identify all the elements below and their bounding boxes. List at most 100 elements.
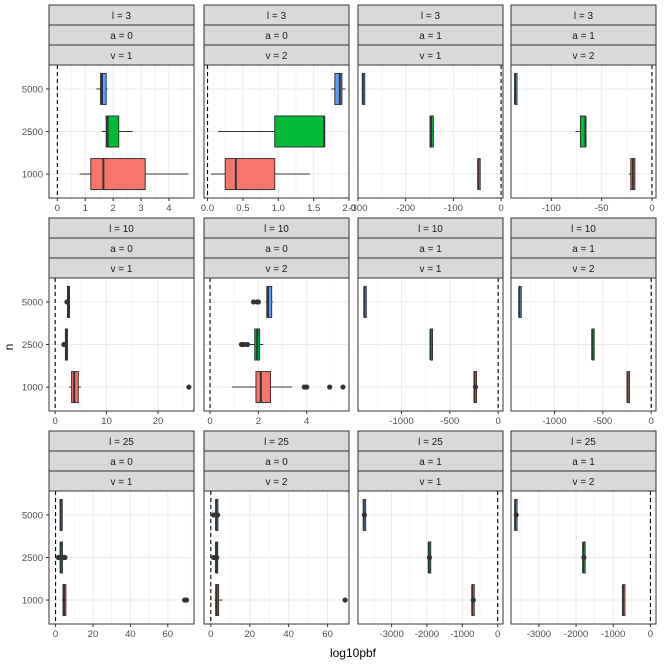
facet-strip-label: v = 2 (266, 477, 288, 488)
facet-strip-label: v = 1 (420, 51, 442, 62)
x-tick-label: -1000 (542, 416, 566, 427)
x-tick-label: 0.0 (201, 203, 214, 214)
x-tick-label: 0 (498, 203, 503, 214)
x-tick-label: -500 (440, 416, 459, 427)
y-axis-label: n (2, 344, 16, 351)
x-tick-label: 40 (125, 629, 136, 640)
facet-strip-label: a = 1 (572, 244, 595, 255)
outlier-point (214, 554, 220, 561)
box-body (274, 115, 325, 148)
x-tick-label: -1000 (601, 629, 625, 640)
facet-strip-label: a = 0 (265, 31, 288, 42)
outlier-point (183, 597, 190, 603)
facet-strip-label: a = 0 (110, 457, 133, 468)
x-tick-label: 60 (163, 629, 174, 640)
facet-panel: l = 10 a = 0 v = 1 0 10 20 5000 2500 1000 (22, 217, 195, 427)
x-tick-label: 20 (153, 416, 164, 427)
x-tick-label: 4 (304, 416, 309, 427)
x-tick-label: -3000 (527, 629, 551, 640)
outlier-point (361, 512, 367, 518)
panel-border (357, 277, 504, 412)
x-tick-label: 3 (138, 203, 143, 214)
box-body (334, 72, 343, 105)
facet-strip-label: a = 1 (419, 244, 442, 255)
x-tick-label: 60 (322, 629, 333, 640)
outlier-point (304, 384, 310, 390)
outlier-point (581, 554, 587, 561)
x-tick-label: 0 (649, 203, 654, 214)
x-tick-label: 0 (496, 416, 501, 427)
facet-panel: l = 3 a = 0 v = 1 0 1 2 3 4 5000 2500 1000 (22, 4, 195, 214)
x-tick-label: 4 (166, 203, 171, 214)
x-tick-label: -1000 (389, 416, 413, 427)
facet-strip-label: l = 10 (418, 224, 443, 235)
facet-strip-label: v = 1 (420, 477, 442, 488)
x-tick-label: -100 (542, 203, 561, 214)
x-tick-label: 0 (55, 203, 60, 214)
y-tick-label: 2500 (22, 127, 43, 138)
x-tick-label: 40 (283, 629, 294, 640)
outlier-point (255, 299, 261, 305)
panel-border (203, 64, 350, 199)
y-tick-label: 2500 (22, 553, 43, 564)
x-tick-label: 0 (53, 629, 58, 640)
box-body (100, 72, 107, 105)
outlier-point (513, 512, 519, 518)
x-tick-label: -1000 (450, 629, 474, 640)
x-tick-label: 0 (495, 629, 500, 640)
facet-strip-label: a = 0 (265, 244, 288, 255)
facet-strip-label: l = 25 (109, 437, 134, 448)
outlier-point (470, 597, 476, 603)
x-tick-label: -2000 (564, 629, 588, 640)
outlier-point (340, 384, 346, 390)
outlier-point (62, 554, 68, 561)
box-body (266, 285, 273, 318)
outlier-point (215, 512, 221, 518)
facet-strip-label: a = 0 (110, 244, 133, 255)
facet-strip-label: v = 2 (266, 264, 288, 275)
x-axis-label: log10pbf (330, 646, 377, 660)
facet-strip-label: l = 10 (264, 224, 289, 235)
facet-strip-label: v = 1 (111, 477, 133, 488)
panel-border (510, 490, 657, 625)
x-tick-label: -500 (593, 416, 612, 427)
panel-border (357, 490, 504, 625)
facet-panel: l = 10 a = 1 v = 1 -1000 -500 0 (357, 217, 504, 427)
facet-panel: l = 3 a = 0 v = 2 0.0 0.5 1.0 1.5 2.0 (201, 4, 356, 214)
y-tick-label: 1000 (22, 170, 43, 181)
outlier-point (342, 597, 348, 603)
y-tick-label: 5000 (22, 297, 43, 308)
facet-strip-label: v = 2 (573, 264, 595, 275)
x-tick-label: 0 (207, 416, 212, 427)
panel-border (357, 64, 504, 199)
facet-strip-label: l = 25 (264, 437, 289, 448)
x-tick-label: 10 (101, 416, 112, 427)
y-tick-label: 1000 (22, 596, 43, 607)
facet-panel: l = 10 a = 1 v = 2 -1000 -500 0 (510, 217, 657, 427)
facet-panel: l = 3 a = 1 v = 1 -300 -200 -100 0 (348, 4, 504, 214)
facet-panel: l = 3 a = 1 v = 2 -100 -50 0 (510, 4, 657, 214)
facet-strip-label: a = 1 (419, 457, 442, 468)
outlier-point (186, 384, 192, 390)
outlier-point (327, 384, 333, 390)
facet-strip-label: v = 2 (573, 477, 595, 488)
x-tick-label: 1.0 (272, 203, 285, 214)
x-tick-label: 1 (83, 203, 88, 214)
x-tick-label: -2000 (415, 629, 439, 640)
x-tick-label: 20 (244, 629, 255, 640)
outlier-point (64, 299, 70, 305)
panel-border (510, 277, 657, 412)
x-tick-label: -3000 (379, 629, 403, 640)
box-body (224, 158, 276, 191)
x-tick-label: -50 (595, 203, 609, 214)
facet-strip-label: a = 1 (419, 31, 442, 42)
outlier-point (55, 554, 61, 561)
outlier-point (426, 554, 433, 561)
x-tick-label: -300 (348, 203, 367, 214)
outlier-point (211, 512, 217, 518)
facet-strip-label: l = 10 (571, 224, 596, 235)
x-tick-label: 20 (88, 629, 99, 640)
box-body (105, 115, 120, 148)
x-tick-label: 0.5 (236, 203, 249, 214)
